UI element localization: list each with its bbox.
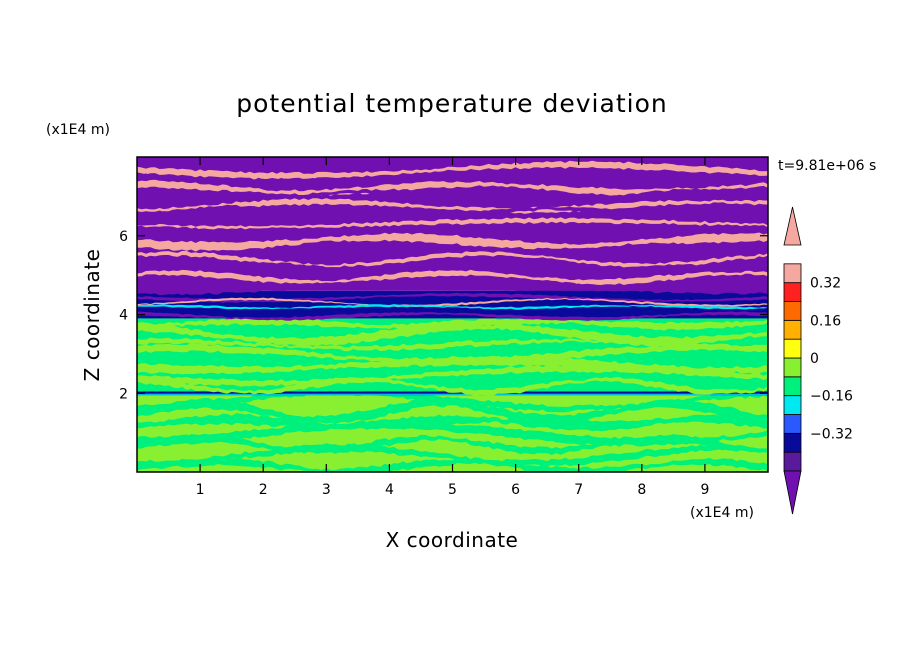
x-tick-label: 7 xyxy=(574,482,583,498)
field-band xyxy=(137,391,768,396)
y-axis-label: Z coordinate xyxy=(80,249,104,382)
colorbar-segment xyxy=(783,357,802,378)
colorbar-segment xyxy=(783,451,802,472)
colorbar-tick-label: 0.32 xyxy=(810,276,841,292)
field-band xyxy=(137,157,768,296)
colorbar-segment xyxy=(783,282,802,302)
x-axis-label: X coordinate xyxy=(386,528,519,552)
y-axis-unit: (x1E4 m) xyxy=(46,122,110,138)
x-axis: 1 2 3 4 5 6 7 8 9 xyxy=(196,157,709,498)
field-band xyxy=(137,389,768,472)
colorbar-under-arrow xyxy=(783,470,802,515)
colorbar-segment xyxy=(783,263,802,284)
heatmap-field xyxy=(137,157,768,472)
x-tick-label: 9 xyxy=(700,482,709,498)
x-tick-label: 3 xyxy=(322,482,331,498)
colorbar-tick-label: 0.16 xyxy=(810,313,841,329)
colorbar-segment xyxy=(783,395,802,415)
y-axis: 2 4 6 xyxy=(119,229,768,402)
y-tick-label: 4 xyxy=(119,308,128,324)
y-tick-label: 2 xyxy=(119,386,128,402)
x-axis-unit: (x1E4 m) xyxy=(690,505,754,521)
x-tick-label: 5 xyxy=(448,482,457,498)
x-tick-label: 8 xyxy=(637,482,646,498)
x-tick-label: 2 xyxy=(259,482,268,498)
x-tick-label: 4 xyxy=(385,482,394,498)
colorbar-tick-label: −0.32 xyxy=(810,426,853,442)
colorbar-over-arrow xyxy=(783,206,802,246)
field-band xyxy=(137,316,768,396)
colorbar-segment xyxy=(783,319,802,340)
chart-title: potential temperature deviation xyxy=(236,89,667,118)
colorbar-segment xyxy=(783,301,802,321)
x-tick-label: 6 xyxy=(511,482,520,498)
colorbar-segment xyxy=(783,376,802,397)
y-tick-label: 6 xyxy=(119,229,128,245)
colorbar-segment xyxy=(783,338,802,359)
x-tick-label: 1 xyxy=(196,482,205,498)
colorbar: −0.32 −0.16 0 0.16 0.32 xyxy=(783,206,853,515)
time-label: t=9.81e+06 s xyxy=(778,158,876,174)
field-band xyxy=(137,288,768,321)
colorbar-segment xyxy=(783,432,802,453)
colorbar-segment xyxy=(783,414,802,434)
colorbar-tick-label: 0 xyxy=(810,351,819,367)
colorbar-tick-label: −0.16 xyxy=(810,389,853,405)
